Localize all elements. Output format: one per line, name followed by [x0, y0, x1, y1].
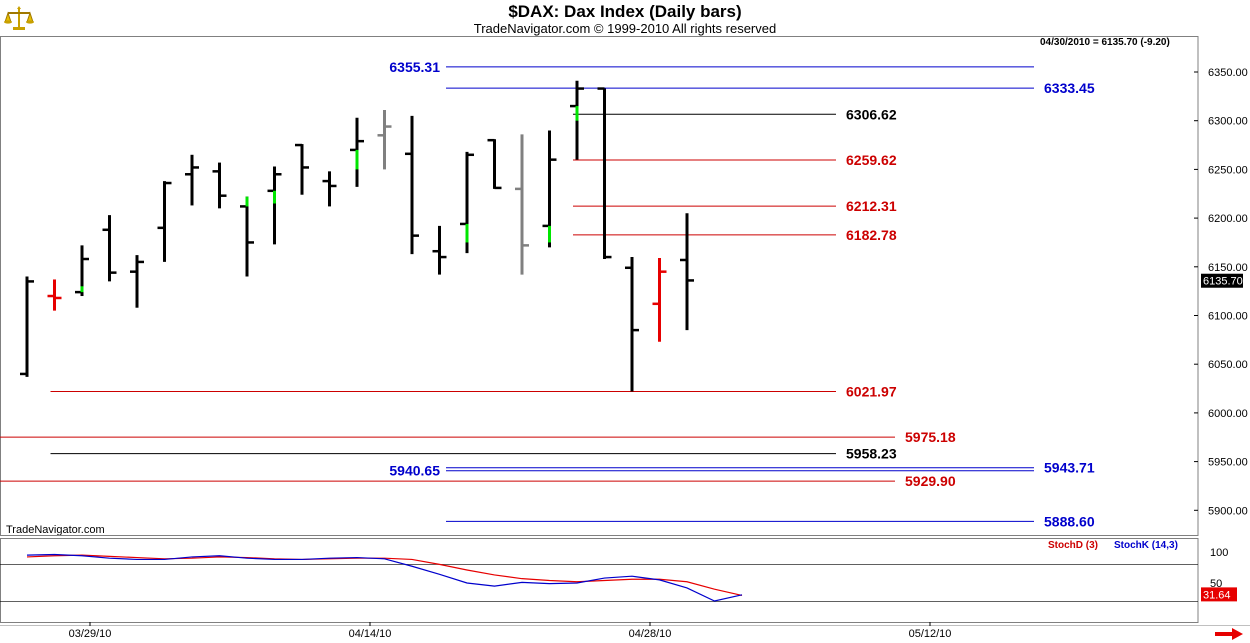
- level-label: 6259.62: [846, 152, 897, 168]
- y-tick-label: 6350.00: [1208, 67, 1248, 79]
- ohlc-bar: [75, 245, 89, 297]
- ohlc-bar: [267, 166, 282, 245]
- y-tick-label: 6150.00: [1208, 262, 1248, 274]
- ohlc-bar: [570, 80, 584, 160]
- stoch-pane-border: [0, 538, 1199, 623]
- scale-logo-icon[interactable]: [3, 2, 35, 34]
- scroll-forward-arrow-icon[interactable]: [1214, 628, 1244, 640]
- ohlc-bar: [542, 130, 557, 248]
- chart-title: $DAX: Dax Index (Daily bars): [508, 2, 742, 21]
- level-label: 6306.62: [846, 106, 897, 122]
- level-label: 5888.60: [1044, 513, 1095, 529]
- stoch-y-tick-label: 50: [1210, 578, 1222, 590]
- ohlc-bar: [20, 276, 34, 377]
- stoch-last-tag: [1201, 587, 1237, 602]
- ohlc-bar: [240, 196, 254, 277]
- last-price-tag: [1201, 273, 1243, 288]
- last-quote-readout: 04/30/2010 = 6135.70 (-9.20): [1040, 37, 1170, 48]
- level-label: 5929.90: [905, 473, 956, 489]
- y-tick-label: 6200.00: [1208, 213, 1248, 225]
- x-tick-label: 03/29/10: [69, 628, 112, 640]
- ohlc-bar: [102, 215, 117, 282]
- x-tick-label: 05/12/10: [909, 628, 952, 640]
- ohlc-bar: [377, 109, 392, 170]
- y-tick-label: 6000.00: [1208, 408, 1248, 420]
- stoch-series-line: [26, 554, 743, 596]
- ohlc-bar: [405, 115, 419, 255]
- y-tick-label: 5950.00: [1208, 457, 1248, 469]
- ohlc-bar: [212, 162, 227, 209]
- level-label: 5958.23: [846, 446, 897, 462]
- level-label: 5940.65: [389, 463, 440, 479]
- ohlc-bar: [652, 258, 667, 342]
- stoch-y-tick-label: 100: [1210, 547, 1228, 559]
- last-price-label: 6135.70: [1203, 276, 1243, 288]
- ohlc-bar: [432, 225, 447, 275]
- ohlc-bar: [515, 134, 529, 275]
- level-label: 5943.71: [1044, 460, 1095, 476]
- ohlc-bar: [130, 255, 144, 308]
- y-tick-label: 6100.00: [1208, 311, 1248, 323]
- y-tick-label: 6250.00: [1208, 164, 1248, 176]
- level-label: 5975.18: [905, 429, 956, 445]
- ohlc-bar: [487, 138, 502, 190]
- y-tick-label: 6300.00: [1208, 116, 1248, 128]
- ohlc-bar: [625, 257, 639, 392]
- x-tick-label: 04/28/10: [629, 628, 672, 640]
- ohlc-bar: [185, 154, 199, 206]
- ohlc-bar: [350, 117, 364, 187]
- level-label: 6355.31: [389, 59, 440, 75]
- y-tick-label: 5900.00: [1208, 505, 1248, 517]
- ohlc-bar: [47, 279, 62, 311]
- y-tick-label: 6050.00: [1208, 359, 1248, 371]
- ohlc-bar: [322, 171, 337, 207]
- chart-subtitle: TradeNavigator.com © 1999-2010 All right…: [473, 21, 777, 36]
- level-label: 6021.97: [846, 384, 897, 400]
- ohlc-bar: [597, 87, 612, 260]
- stoch-last-label: 31.64: [1203, 589, 1231, 601]
- ohlc-bar: [157, 181, 172, 262]
- stoch-legend-entry: StochD (3): [1048, 540, 1098, 551]
- ohlc-bar: [295, 143, 309, 195]
- level-label: 6212.31: [846, 198, 897, 214]
- watermark: TradeNavigator.com: [6, 524, 105, 536]
- stoch-legend-entry: StochK (14,3): [1114, 540, 1178, 551]
- stoch-series-line: [26, 553, 743, 602]
- level-label: 6182.78: [846, 227, 897, 243]
- x-tick-label: 04/14/10: [349, 628, 392, 640]
- level-label: 6333.45: [1044, 80, 1095, 96]
- ohlc-bar: [460, 151, 474, 254]
- ohlc-bar: [680, 213, 694, 331]
- price-pane-border: [0, 36, 1199, 536]
